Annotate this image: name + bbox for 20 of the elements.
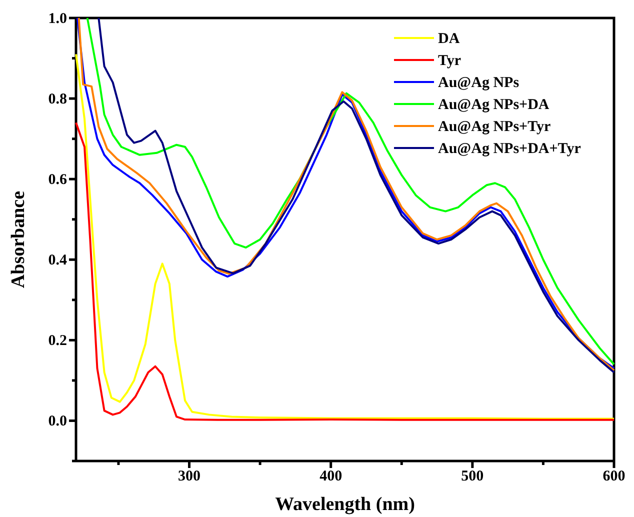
x-tick-label: 400	[320, 468, 342, 485]
x-tick-label: 300	[178, 468, 201, 485]
y-tick-label: 0.6	[48, 172, 68, 188]
y-tick-label: 1.0	[48, 10, 67, 27]
legend-label: Au@Ag NPs	[438, 75, 520, 91]
y-tick-label: 0.4	[48, 252, 68, 268]
legend-label: Au@Ag NPs+Tyr	[438, 119, 551, 135]
y-tick-label: 0.2	[48, 332, 67, 349]
x-tick-label: 600	[602, 468, 626, 485]
y-axis-title: Absorbance	[8, 190, 29, 288]
legend-label: Au@Ag NPs+DA	[438, 97, 550, 113]
x-tick-label: 500	[461, 468, 484, 485]
line-series	[75, 53, 615, 420]
line-series	[75, 122, 615, 421]
legend-label: Au@Ag NPs+DA+Tyr	[438, 141, 582, 157]
y-tick-label: 0.0	[48, 414, 67, 430]
x-axis-title: Wavelength (nm)	[275, 494, 415, 515]
y-tick-label: 0.8	[48, 91, 67, 108]
legend-label: DA	[438, 31, 460, 47]
legend-label: Tyr	[438, 53, 462, 69]
